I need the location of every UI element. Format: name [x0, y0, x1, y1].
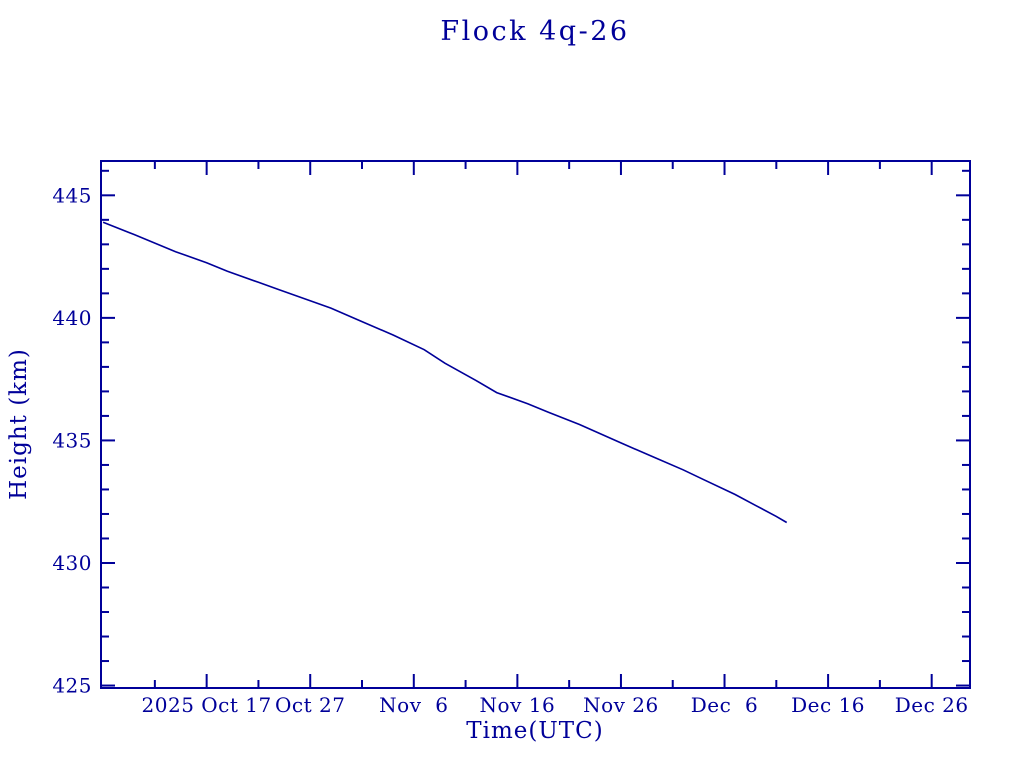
x-axis-label: Time(UTC)	[466, 718, 603, 744]
x-tick-label: Dec 26	[895, 693, 969, 717]
x-tick-label: Nov 26	[583, 693, 659, 717]
y-tick-label: 425	[52, 674, 92, 698]
x-tick-label: Nov 16	[480, 693, 556, 717]
y-tick-label: 435	[52, 428, 92, 452]
x-tick-label: 2025 Oct 17	[142, 693, 272, 717]
x-tick-label: Dec 16	[791, 693, 865, 717]
plot-border	[100, 160, 971, 689]
y-tick-label: 430	[52, 551, 92, 575]
axis-tick-labels: 2025 Oct 17 Oct 27 Nov 6 Nov 16 Nov 26 Dec 6 D…	[52, 183, 968, 717]
x-tick-label: Oct 27	[275, 693, 345, 717]
x-tick-label: Dec 6	[691, 693, 759, 717]
chart-title: Flock 4q-26	[440, 16, 629, 47]
y-tick-label: 440	[52, 306, 92, 330]
axis-ticks	[101, 161, 970, 688]
height-series-line	[102, 221, 788, 524]
y-tick-label: 445	[52, 183, 92, 207]
y-axis-label: Height (km)	[6, 348, 32, 500]
x-tick-label: Nov 6	[379, 693, 448, 717]
